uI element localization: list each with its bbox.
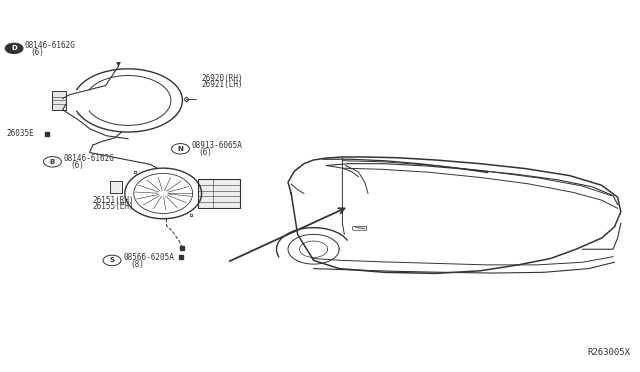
Text: D: D xyxy=(12,45,17,51)
Text: B: B xyxy=(50,159,55,165)
Text: 26035E: 26035E xyxy=(6,129,34,138)
Circle shape xyxy=(44,157,61,167)
Text: (6): (6) xyxy=(70,161,84,170)
Text: 08146-6162G: 08146-6162G xyxy=(64,154,115,163)
Text: R263005X: R263005X xyxy=(588,348,630,357)
Text: 26920(RH): 26920(RH) xyxy=(202,74,243,83)
FancyBboxPatch shape xyxy=(52,91,66,110)
Text: 08913-6065A: 08913-6065A xyxy=(192,141,243,150)
Text: (6): (6) xyxy=(198,148,212,157)
Text: 26921(LH): 26921(LH) xyxy=(202,80,243,89)
Text: (6): (6) xyxy=(31,48,45,57)
Text: 08566-6205A: 08566-6205A xyxy=(124,253,174,262)
Text: N: N xyxy=(177,146,184,152)
Circle shape xyxy=(103,255,121,266)
Text: (8): (8) xyxy=(130,260,144,269)
Circle shape xyxy=(172,144,189,154)
FancyBboxPatch shape xyxy=(198,179,240,208)
Text: 08146-6162G: 08146-6162G xyxy=(24,41,75,50)
Text: 26151(RH): 26151(RH) xyxy=(93,196,134,205)
FancyBboxPatch shape xyxy=(110,181,122,193)
Text: S: S xyxy=(109,257,115,263)
Circle shape xyxy=(5,43,23,54)
Text: 26155(LH): 26155(LH) xyxy=(93,202,134,211)
